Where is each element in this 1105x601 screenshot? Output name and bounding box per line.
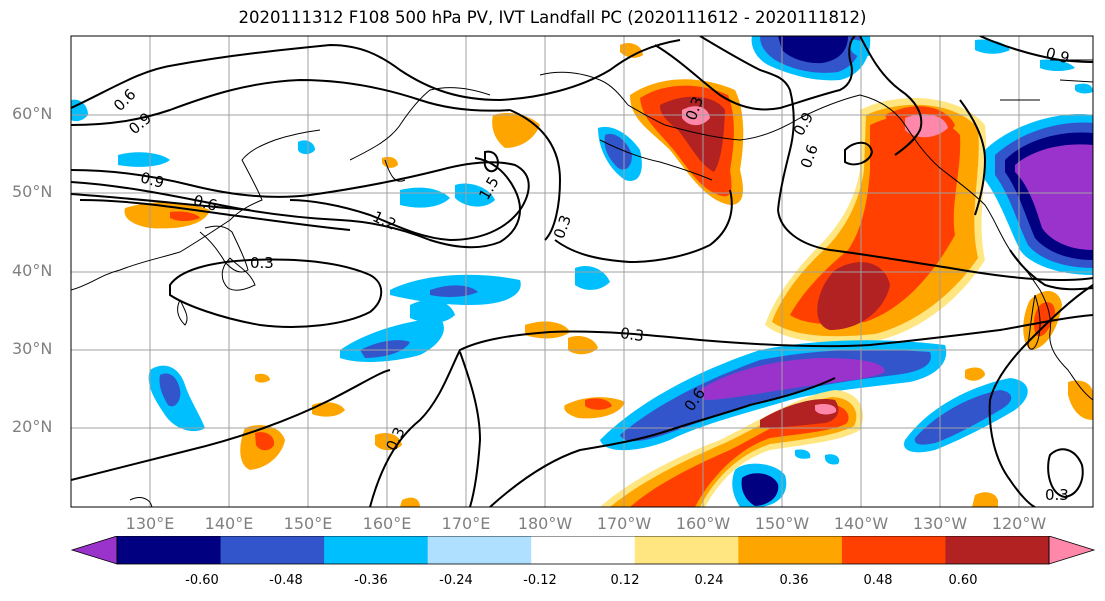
lon-label: 120°W — [991, 514, 1047, 533]
colorbar-tick: -0.48 — [269, 573, 303, 588]
colorbar-extend-low — [72, 536, 117, 564]
contour-label: 0.6 — [191, 191, 219, 215]
colorbar-segment — [427, 536, 532, 564]
colorbar-tick: 0.12 — [610, 573, 640, 588]
contour-label: 0.9 — [1044, 44, 1072, 68]
colorbar-segment — [117, 536, 222, 564]
lat-label: 50°N — [12, 182, 53, 201]
lon-label: 170°E — [441, 514, 491, 533]
map-title: 2020111312 F108 500 hPa PV, IVT Landfall… — [238, 8, 867, 27]
lon-label: 170°W — [596, 514, 652, 533]
lat-label: 20°N — [12, 417, 53, 436]
contour-label: 0.3 — [1045, 486, 1069, 504]
lon-label: 150°W — [754, 514, 810, 533]
colorbar-segment — [531, 536, 636, 564]
lat-label: 40°N — [12, 261, 53, 280]
colorbar-tick: 0.24 — [694, 573, 724, 588]
contour-label: 0.3 — [250, 254, 274, 272]
lat-label: 30°N — [12, 339, 53, 358]
lon-label: 180°W — [517, 514, 573, 533]
colorbar-segment — [945, 536, 1050, 564]
colorbar-tick: -0.24 — [439, 573, 473, 588]
graticule — [71, 36, 1093, 507]
colorbar-tick: -0.12 — [523, 573, 557, 588]
colorbar-segment — [324, 536, 429, 564]
colorbar-extend-high — [1049, 536, 1094, 564]
lon-label: 140°W — [833, 514, 889, 533]
lon-label: 140°E — [204, 514, 254, 533]
lon-label: 160°E — [362, 514, 412, 533]
colorbar-tick: -0.60 — [185, 573, 219, 588]
colorbar-tick: -0.36 — [354, 573, 388, 588]
pv-contours — [71, 36, 1093, 507]
lat-label: 60°N — [12, 104, 53, 123]
colorbar-tick: 0.36 — [779, 573, 809, 588]
colorbar-tick: 0.60 — [948, 573, 978, 588]
colorbar-segment — [738, 536, 843, 564]
lon-label: 130°E — [125, 514, 175, 533]
lon-label: 150°E — [283, 514, 333, 533]
colorbar-segment — [841, 536, 946, 564]
contour-label: 0.9 — [138, 168, 166, 192]
lon-label: 160°W — [675, 514, 731, 533]
colorbar-segment — [220, 536, 325, 564]
colorbar-tick: 0.48 — [863, 573, 893, 588]
lon-label: 130°W — [912, 514, 968, 533]
colorbar-segment — [634, 536, 739, 564]
contour-label: 0.3 — [619, 324, 645, 345]
colorbar — [70, 536, 1096, 565]
